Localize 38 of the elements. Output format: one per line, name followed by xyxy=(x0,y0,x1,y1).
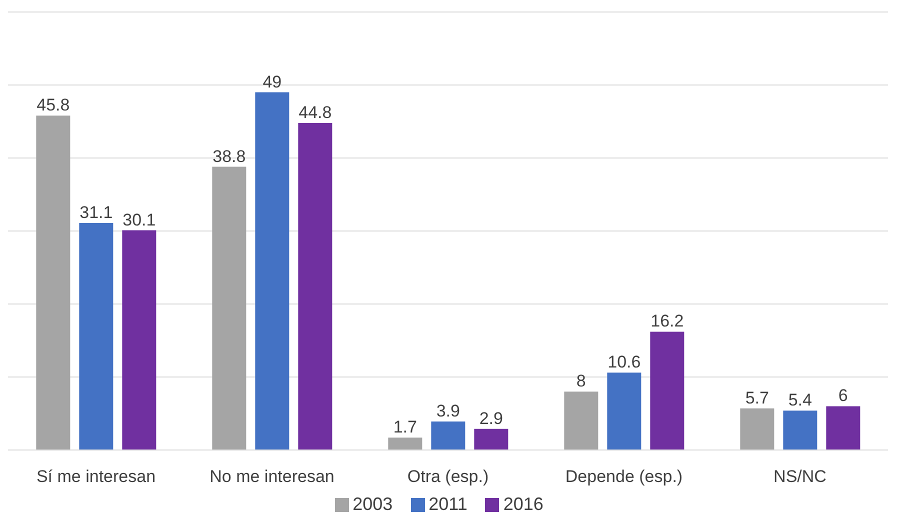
data-label: 10.6 xyxy=(608,352,641,372)
data-label: 2.9 xyxy=(479,408,503,428)
bar xyxy=(255,92,290,450)
data-label: 3.9 xyxy=(436,402,460,421)
data-label: 31.1 xyxy=(80,202,113,222)
x-tick-label: Otra (esp.) xyxy=(407,467,489,486)
data-label: 49 xyxy=(262,72,282,92)
bar xyxy=(122,230,156,450)
bar xyxy=(650,332,684,450)
bar xyxy=(36,116,70,450)
data-label: 6 xyxy=(838,386,848,406)
data-label: 45.8 xyxy=(36,96,70,115)
bar xyxy=(607,372,642,450)
x-tick-label: Sí me interesan xyxy=(36,467,156,486)
bar xyxy=(388,438,422,450)
data-label: 16.2 xyxy=(650,312,684,331)
data-label: 5.4 xyxy=(788,390,812,410)
x-tick-label: Depende (esp.) xyxy=(565,467,683,486)
data-label: 38.8 xyxy=(212,146,246,166)
data-label: 44.8 xyxy=(298,102,332,122)
bar xyxy=(474,428,508,450)
bar xyxy=(783,410,818,450)
data-label: 30.1 xyxy=(122,210,156,230)
x-tick-label: No me interesan xyxy=(210,467,334,486)
bar xyxy=(564,392,598,450)
legend-label: 2016 xyxy=(503,494,544,514)
x-tick-label: NS/NC xyxy=(774,467,826,486)
data-label: 1.7 xyxy=(393,418,417,437)
bar xyxy=(431,422,466,450)
data-label: 5.7 xyxy=(745,388,769,408)
bar xyxy=(298,122,332,450)
data-label: 8 xyxy=(576,372,586,391)
bar xyxy=(212,166,246,450)
bar xyxy=(740,408,774,450)
bar xyxy=(79,222,114,450)
legend-label: 2011 xyxy=(428,494,468,514)
bar xyxy=(826,406,860,450)
legend-label: 2003 xyxy=(352,494,393,514)
